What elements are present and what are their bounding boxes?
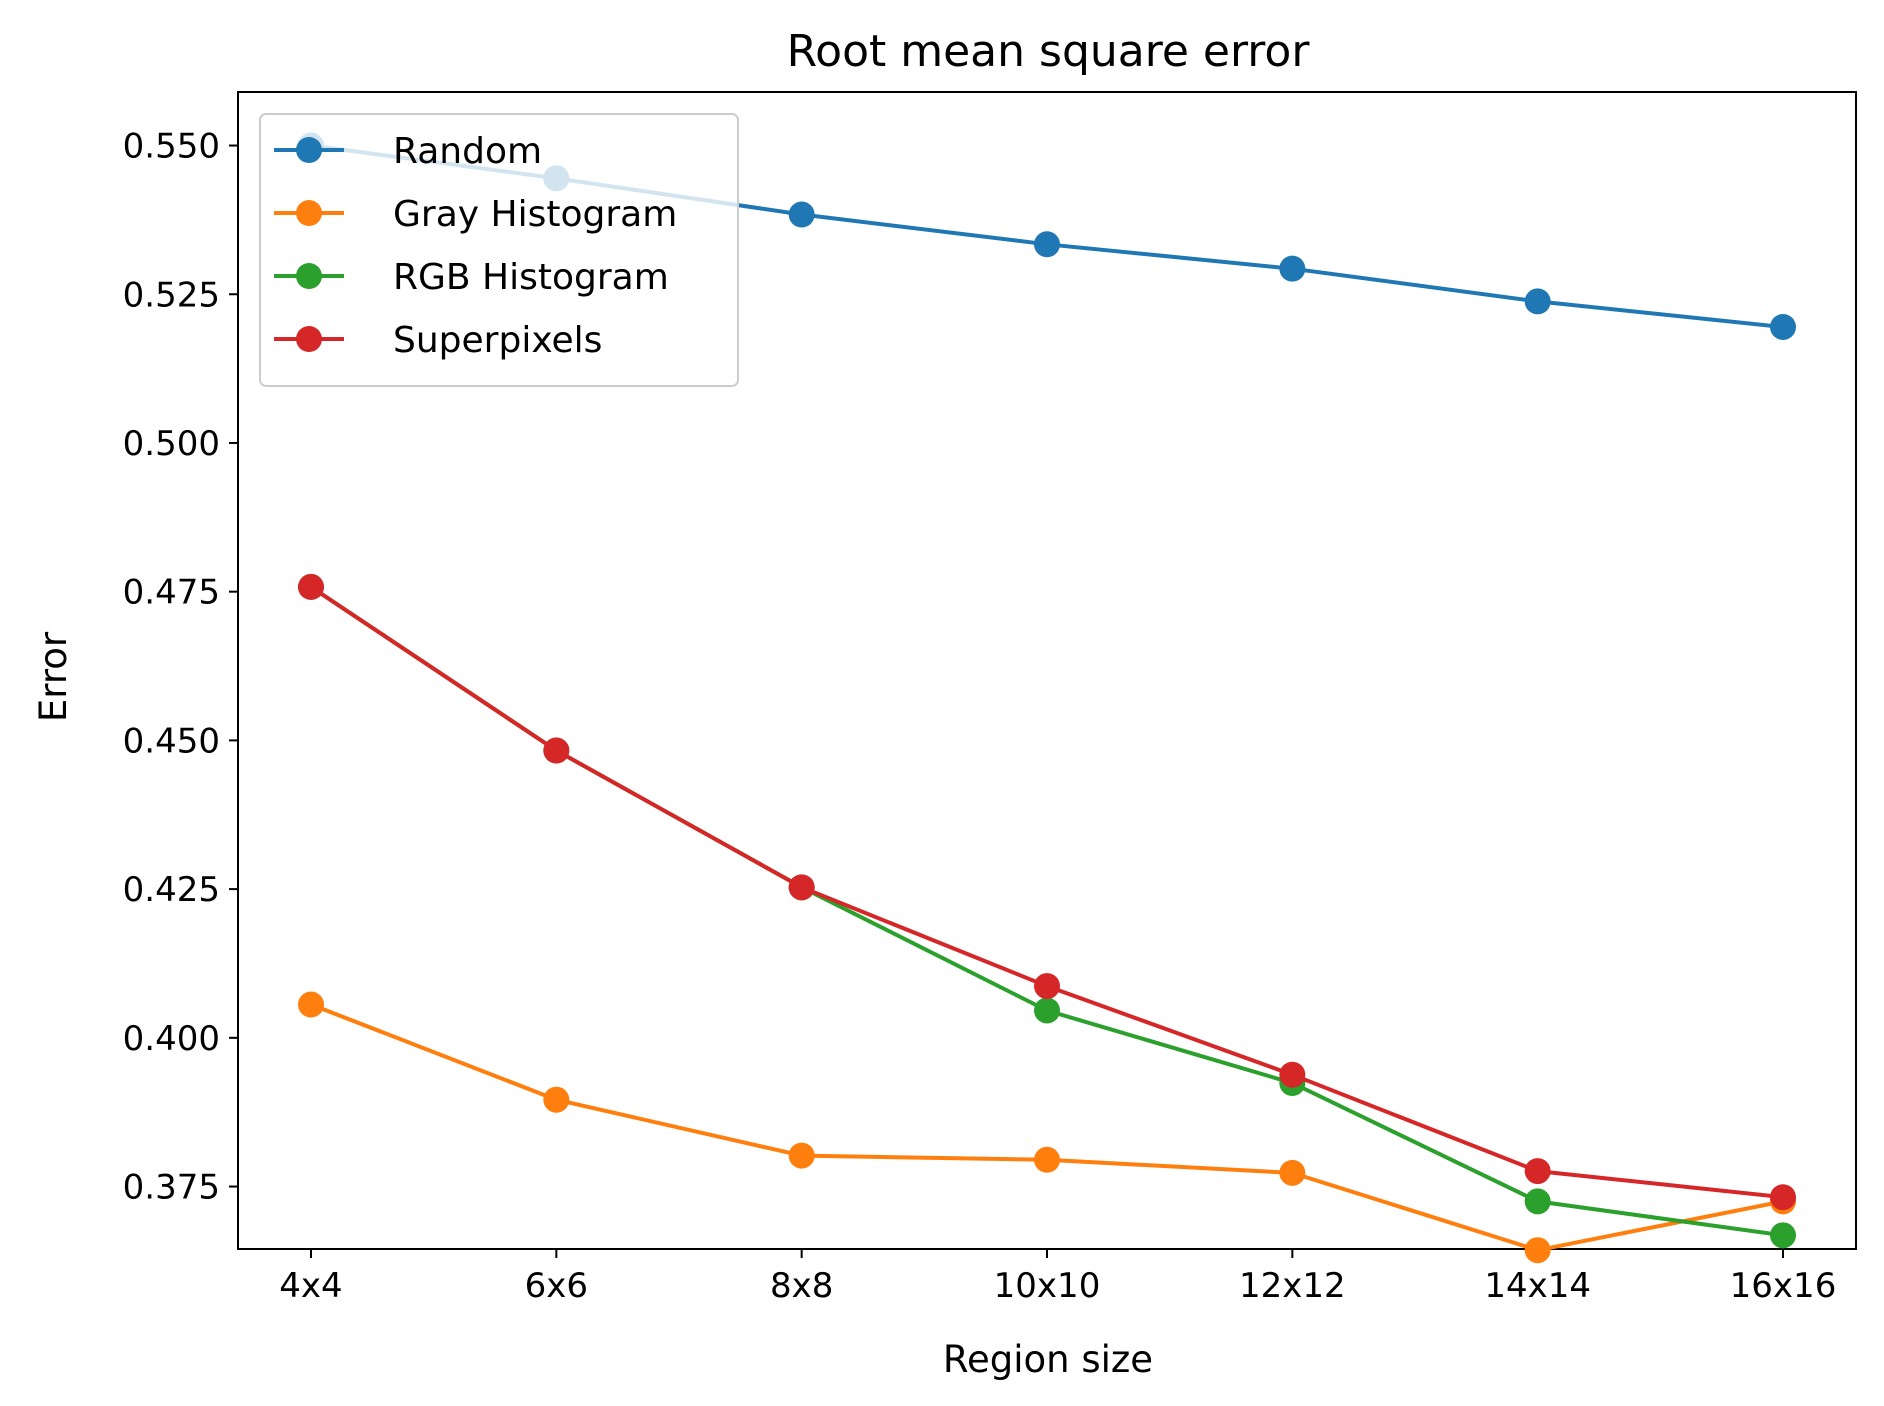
legend-marker — [296, 137, 322, 163]
data-point — [543, 737, 570, 764]
series-line — [310, 1002, 1784, 1253]
legend-label: Random — [393, 131, 542, 172]
series-line — [309, 585, 1784, 1238]
data-point — [1034, 997, 1060, 1024]
y-tick-label: 0.400 — [123, 1019, 220, 1059]
data-point — [1034, 973, 1060, 1000]
data-point — [1279, 1061, 1306, 1088]
y-tick-label: 0.475 — [123, 573, 220, 613]
legend-marker — [296, 326, 322, 352]
data-point — [788, 874, 815, 901]
data-point — [1034, 231, 1060, 258]
data-point — [1279, 1159, 1306, 1186]
legend-marker — [296, 263, 322, 289]
data-point — [1524, 1158, 1551, 1185]
legend-label: Superpixels — [393, 320, 602, 361]
chart-title: Root mean square error — [787, 26, 1311, 77]
data-point — [1524, 1188, 1551, 1215]
x-tick-label: 6x6 — [525, 1266, 588, 1306]
x-tick-label: 12x12 — [1239, 1266, 1346, 1306]
data-point — [1524, 288, 1551, 315]
data-point — [298, 991, 324, 1018]
data-point — [1034, 1146, 1060, 1173]
y-tick-label: 0.450 — [123, 721, 220, 761]
data-point — [543, 1086, 570, 1113]
x-axis-label: Region size — [943, 1338, 1153, 1381]
x-tick-label: 8x8 — [770, 1266, 833, 1306]
y-tick-label: 0.525 — [123, 275, 220, 315]
data-point — [298, 573, 324, 600]
y-axis-label: Error — [32, 631, 75, 722]
x-tick-label: 10x10 — [994, 1266, 1101, 1306]
legend-box — [259, 113, 739, 387]
y-tick-label: 0.500 — [123, 424, 220, 464]
legend-marker — [296, 200, 322, 226]
series-3 — [298, 573, 1796, 1211]
legend-label: RGB Histogram — [393, 257, 669, 298]
data-point — [1770, 1184, 1796, 1211]
series-line — [309, 585, 1784, 1200]
legend: Random Gray Histogram RGB Histogram Superpi… — [259, 113, 739, 387]
y-tick-label: 0.550 — [123, 127, 220, 167]
y-tick-label: 0.425 — [123, 870, 220, 910]
y-tick-label: 0.375 — [123, 1168, 220, 1208]
x-tick-label: 16x16 — [1730, 1266, 1837, 1306]
data-point — [788, 201, 815, 228]
data-point — [1279, 255, 1306, 282]
data-point — [1770, 313, 1796, 340]
x-tick-label: 14x14 — [1484, 1266, 1591, 1306]
legend-label: Gray Histogram — [393, 194, 677, 235]
data-point — [1524, 1237, 1551, 1264]
data-point — [1770, 1222, 1796, 1249]
x-tick-label: 4x4 — [279, 1266, 342, 1306]
data-point — [788, 1142, 815, 1169]
series-1 — [298, 991, 1796, 1264]
plot-area: 4x4 6x6 8x8 10x10 12x12 14x14 16x16 0.375 0.400 0… — [123, 91, 1857, 1306]
